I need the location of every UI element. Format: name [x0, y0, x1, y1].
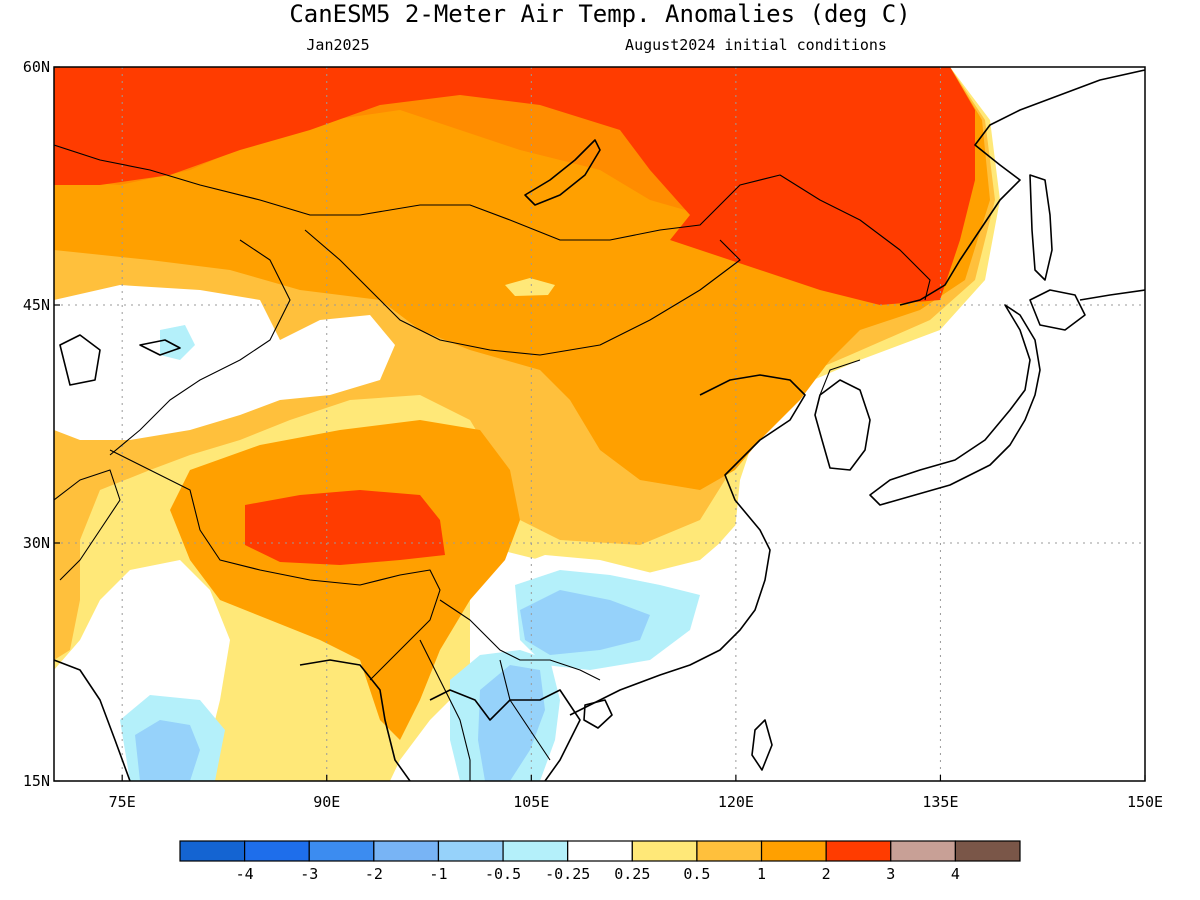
anomaly-shading	[54, 67, 1145, 781]
map-frame	[53, 66, 1146, 782]
border-china-indochina	[439, 599, 601, 681]
coastline-lake-baikal	[524, 139, 601, 206]
lon-tick-label-0: 75E	[109, 793, 136, 811]
lat-tick-label-3: 15N	[23, 772, 50, 790]
colorbar-label-7: 0.5	[683, 865, 710, 883]
lon-tick-label-3: 120E	[718, 793, 754, 811]
border-korea-china	[819, 359, 861, 396]
colorbar-swatch-11	[890, 840, 956, 862]
chart-title: CanESM5 2-Meter Air Temp. Anomalies (deg…	[289, 0, 910, 28]
coastline-russia-pacific	[899, 69, 1145, 306]
anomaly-region-3-tibet	[245, 490, 445, 565]
coastline-japan-hokkaido	[1029, 289, 1086, 331]
coastline-bay-of-bengal	[54, 659, 131, 781]
colorbar-swatch-6	[567, 840, 633, 862]
anomaly-region-1-central	[170, 420, 520, 740]
colorbar-swatch-5	[502, 840, 569, 862]
colorbar-swatch-3	[373, 840, 440, 862]
colorbar-swatch-9	[760, 840, 827, 862]
border-himalaya	[109, 449, 441, 681]
initial-conditions-label: August2024 initial conditions	[625, 36, 887, 54]
anomaly-region-neutral-gobi	[505, 278, 555, 296]
latitude-axis: 60N 45N 30N 15N	[23, 58, 60, 790]
map-panel	[54, 67, 1145, 781]
lon-tick-label-2: 105E	[513, 793, 549, 811]
longitude-axis: 75E 90E 105E 120E 135E 150E	[109, 775, 1163, 811]
coastline-japan-honshu	[869, 304, 1041, 506]
graticule	[54, 67, 1145, 781]
border-kazakhstan-china	[109, 239, 291, 456]
border-laos-vietnam	[499, 659, 551, 761]
colorbar-label-5: -0.25	[545, 865, 590, 883]
border-myanmar-thailand	[419, 639, 471, 781]
coastline-china-east	[569, 374, 806, 716]
colorbar-label-11: 4	[951, 865, 960, 883]
anomaly-region-cold-india-0.5	[135, 720, 200, 781]
colorbar-label-0: -4	[236, 865, 254, 883]
country-borders	[54, 144, 931, 781]
border-india-pakistan	[54, 469, 121, 581]
lon-tick-label-5: 150E	[1127, 793, 1163, 811]
coastline-sakhalin	[1029, 174, 1053, 281]
coastlines	[54, 69, 1145, 781]
colorbar-label-2: -2	[365, 865, 383, 883]
colorbar-swatch-12	[954, 840, 1021, 862]
colorbar-label-1: -3	[300, 865, 318, 883]
colorbar-swatch-0	[179, 840, 246, 862]
colorbar-label-10: 3	[886, 865, 895, 883]
colorbar-label-9: 2	[822, 865, 831, 883]
colorbar	[179, 840, 1021, 862]
colorbar-swatch-1	[244, 840, 310, 862]
anomaly-region-neutral-east	[680, 270, 1145, 781]
coastline-caspian-aral	[59, 334, 101, 386]
colorbar-swatch-2	[308, 840, 375, 862]
coastline-hainan	[583, 699, 613, 729]
coastline-taiwan	[751, 719, 773, 771]
colorbar-swatch-8	[696, 840, 763, 862]
colorbar-swatch-4	[437, 840, 504, 862]
border-mongolia-china	[304, 229, 741, 356]
lon-tick-label-4: 135E	[922, 793, 958, 811]
lon-tick-label-1: 90E	[313, 793, 340, 811]
lat-tick-label-0: 60N	[23, 58, 50, 76]
anomaly-region-3-siberia	[54, 67, 975, 305]
border-russia-mongolia-china	[54, 144, 931, 301]
anomaly-region-cold-0.5	[520, 590, 650, 655]
valid-month-label: Jan2025	[306, 36, 369, 54]
anomaly-region-neutral-kazakhstan	[54, 285, 395, 440]
colorbar-label-8: 1	[757, 865, 766, 883]
colorbar-label-6: 0.25	[614, 865, 650, 883]
colorbar-labels: -4 -3 -2 -1 -0.5 -0.25 0.25 0.5 1 2 3 4	[236, 865, 960, 883]
colorbar-swatch-10	[825, 840, 892, 862]
colorbar-swatch-7	[631, 840, 698, 862]
coastline-lake-balkhash	[139, 339, 181, 356]
lat-tick-label-1: 45N	[23, 296, 50, 314]
colorbar-label-3: -1	[429, 865, 447, 883]
colorbar-label-4: -0.5	[485, 865, 521, 883]
coastline-indochina	[429, 689, 581, 781]
lat-tick-label-2: 30N	[23, 534, 50, 552]
coastline-kamchatka-edge	[1079, 289, 1145, 301]
coastline-korea	[814, 379, 871, 471]
anomaly-region-cold-0.5-indochina	[478, 665, 545, 781]
coastline-bangladesh	[299, 659, 411, 781]
